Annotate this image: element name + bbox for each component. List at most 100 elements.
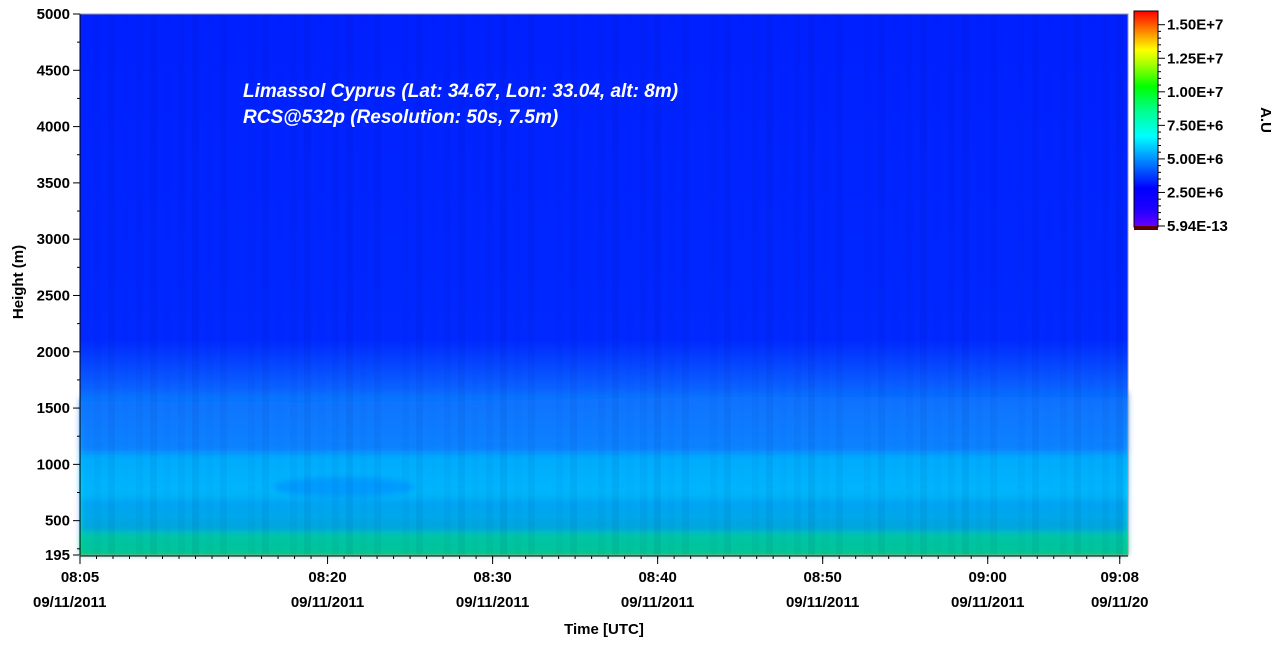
profile-stripe [794,14,801,555]
colorbar-tick-label: 7.50E+6 [1167,117,1223,134]
profile-stripe [948,14,955,555]
profile-stripe [836,14,843,555]
colorbar-scale [1133,10,1159,228]
y-tick-label: 1000 [37,456,70,473]
profile-stripe [1102,14,1109,555]
x-tick-label-time: 08:30 [473,569,511,586]
profile-stripe [1088,14,1095,555]
profile-stripe [920,14,927,555]
y-tick-label: 3500 [37,175,70,192]
aerosol-filament [274,476,415,497]
chart-annotation: Limassol Cyprus (Lat: 34.67, Lon: 33.04,… [243,81,678,128]
profile-stripe [304,14,311,555]
profile-stripe [738,14,745,555]
x-tick-label-time: 09:00 [969,569,1007,586]
profile-stripe [892,14,899,555]
profile-stripe [780,14,787,555]
y-tick-label: 3000 [37,231,70,248]
annotation-product: RCS@532p (Resolution: 50s, 7.5m) [243,107,558,128]
profile-stripe [458,14,465,555]
x-tick-label-date: 09/11/2011 [621,594,694,611]
aerosol-layer [80,531,1128,555]
profile-stripe [990,14,997,555]
profile-stripe [962,14,969,555]
y-tick-label: 4500 [37,62,70,79]
profile-stripe [766,14,773,555]
profile-stripe [178,14,185,555]
y-tick-label: 2000 [37,344,70,361]
profile-stripe [220,14,227,555]
annotation-location: Limassol Cyprus (Lat: 34.67, Lon: 33.04,… [243,81,678,102]
profile-stripe [122,14,129,555]
y-tick-label: 2500 [37,287,70,304]
profile-stripe [570,14,577,555]
profile-stripe [654,14,661,555]
x-tick-label-date: 09/11/2011 [291,594,364,611]
x-tick-label-time: 08:20 [308,569,346,586]
colorbar-tick-label: 1.00E+7 [1167,84,1223,101]
profile-stripe [822,14,829,555]
colorbar-ticks: 1.50E+7 1.25E+7 1.00E+7 7.50E+6 5.00E+6 2.50E… [1158,17,1228,235]
y-axis-label: Height (m) [10,245,27,319]
colorbar-tick-label: 5.94E-13 [1167,218,1228,235]
y-tick-label: 1500 [37,400,70,417]
profile-stripe [1032,14,1039,555]
profile-stripe [682,14,689,555]
aerosol-layer [80,396,1128,454]
x-tick-label-date: 09/11/2011 [33,594,106,611]
profile-stripe [1046,14,1053,555]
profile-stripe [136,14,143,555]
aerosol-layer [80,453,1128,499]
x-tick-label-date: 09/11/20 [1091,594,1149,611]
x-tick-label-time: 08:50 [803,569,841,586]
y-tick-label: 4000 [37,119,70,136]
aerosol-layer-overlays [80,389,1128,555]
colorbar-min-band [1134,226,1158,230]
profile-stripe [206,14,213,555]
profile-stripe [192,14,199,555]
x-tick-label-date: 09/11/2011 [951,594,1024,611]
x-tick-label-time: 08:40 [638,569,676,586]
y-tick-label: 195 [45,547,70,564]
profile-stripe [416,14,423,555]
colorbar-tick-label: 5.00E+6 [1167,151,1223,168]
profile-stripe [808,14,815,555]
y-axis: 195 500 1000 1500 2000 2500 3000 3500 4000 4500 50… [37,6,81,564]
x-tick-label-time: 08:05 [61,569,99,586]
x-axis: 08:05 09/11/2011 08:20 09/11/2011 08:30 09/11… [33,555,1149,611]
x-tick-label-date: 09/11/2011 [786,594,859,611]
colorbar: 1.50E+7 1.25E+7 1.00E+7 7.50E+6 5.00E+6 2.50E… [1133,10,1274,235]
profile-stripe [976,14,983,555]
profile-stripe [1116,14,1123,555]
profile-stripe [262,14,269,555]
y-tick-label: 5000 [37,6,70,23]
profile-stripe [150,14,157,555]
colorbar-tick-label: 2.50E+6 [1167,184,1223,201]
profile-stripe [724,14,731,555]
profile-stripe [94,14,101,555]
time-profile-stripes [94,14,1123,555]
profile-stripe [346,14,353,555]
colorbar-tick-label: 1.50E+7 [1167,17,1223,34]
x-axis-label: Time [UTC] [564,621,644,638]
profile-stripe [906,14,913,555]
x-tick-label-date: 09/11/2011 [456,594,529,611]
profile-stripe [1018,14,1025,555]
y-tick-label: 500 [45,513,70,530]
profile-stripe [864,14,871,555]
profile-stripe [164,14,171,555]
profile-stripe [1060,14,1067,555]
profile-stripe [500,14,507,555]
profile-stripe [108,14,115,555]
profile-stripe [710,14,717,555]
profile-stripe [752,14,759,555]
profile-stripe [878,14,885,555]
x-tick-label-time: 09:08 [1101,569,1139,586]
profile-stripe [934,14,941,555]
colorbar-tick-label: 1.25E+7 [1167,50,1223,67]
profile-stripe [612,14,619,555]
plot-area [79,13,1129,556]
profile-stripe [1074,14,1081,555]
colorbar-label: A.U [1257,107,1274,133]
